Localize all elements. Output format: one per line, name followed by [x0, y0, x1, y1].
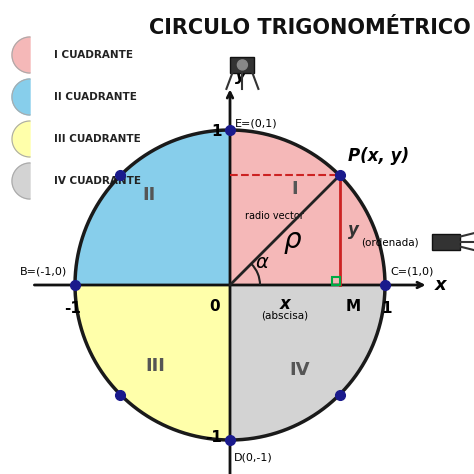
Text: II CUADRANTE: II CUADRANTE [54, 92, 137, 102]
Text: x: x [435, 276, 446, 294]
Polygon shape [230, 130, 385, 285]
Text: D(0,-1): D(0,-1) [234, 452, 273, 462]
Text: x: x [279, 295, 290, 313]
Text: P(x, y): P(x, y) [347, 147, 409, 165]
Bar [432, 234, 460, 250]
Polygon shape [75, 130, 230, 285]
Text: M: M [346, 299, 361, 314]
Text: E=(0,1): E=(0,1) [235, 118, 278, 128]
Circle shape [237, 60, 247, 70]
Text: (ordenada): (ordenada) [362, 237, 419, 247]
Text: -1: -1 [64, 301, 82, 316]
Polygon shape [12, 163, 30, 199]
Bar [230, 57, 255, 73]
Text: radio vector: radio vector [246, 211, 304, 221]
Text: (abscisa): (abscisa) [261, 311, 309, 321]
Text: -1: -1 [205, 430, 222, 446]
Text: y: y [347, 221, 358, 239]
Text: 1: 1 [382, 301, 392, 316]
Text: y: y [235, 65, 247, 83]
Polygon shape [230, 285, 385, 440]
Text: IV CUADRANTE: IV CUADRANTE [54, 176, 141, 186]
Text: I CUADRANTE: I CUADRANTE [54, 50, 133, 60]
Text: ρ: ρ [284, 226, 301, 254]
Text: III: III [146, 356, 165, 374]
Polygon shape [75, 285, 230, 440]
Text: 1: 1 [211, 125, 222, 139]
Text: α: α [255, 254, 268, 273]
Text: II: II [143, 186, 156, 204]
Polygon shape [12, 79, 30, 115]
Text: I: I [292, 180, 299, 198]
Polygon shape [12, 121, 30, 157]
Text: IV: IV [290, 361, 310, 379]
Polygon shape [12, 37, 30, 73]
Text: III CUADRANTE: III CUADRANTE [54, 134, 141, 144]
Text: C=(1,0): C=(1,0) [390, 267, 433, 277]
Text: CIRCULO TRIGONOMÉTRICO: CIRCULO TRIGONOMÉTRICO [149, 18, 471, 38]
Text: 0: 0 [210, 299, 220, 314]
Text: B=(-1,0): B=(-1,0) [20, 267, 67, 277]
